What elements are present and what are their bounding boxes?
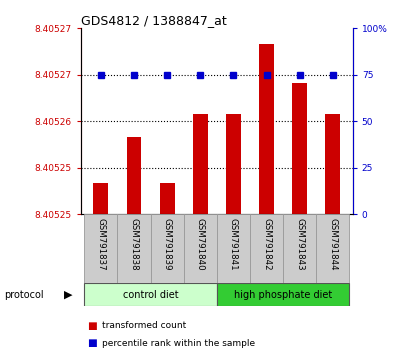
Text: GSM791837: GSM791837: [96, 218, 105, 270]
Bar: [259, 44, 274, 214]
Bar: [283, 214, 316, 283]
Text: protocol: protocol: [4, 290, 44, 300]
Bar: [217, 283, 349, 306]
Bar: [250, 214, 283, 283]
Bar: [325, 114, 340, 214]
Text: GSM791839: GSM791839: [163, 218, 172, 270]
Text: ▶: ▶: [64, 290, 73, 300]
Bar: [226, 114, 241, 214]
Text: high phosphate diet: high phosphate diet: [234, 290, 332, 300]
Bar: [117, 214, 151, 283]
Text: ■: ■: [87, 338, 97, 348]
Text: GSM791844: GSM791844: [328, 218, 337, 270]
Bar: [193, 114, 208, 214]
Text: GSM791841: GSM791841: [229, 218, 238, 270]
Bar: [217, 214, 250, 283]
Text: GSM791842: GSM791842: [262, 218, 271, 270]
Bar: [84, 283, 217, 306]
Bar: [292, 82, 307, 214]
Bar: [84, 214, 117, 283]
Text: transformed count: transformed count: [102, 321, 186, 330]
Text: percentile rank within the sample: percentile rank within the sample: [102, 339, 255, 348]
Text: ■: ■: [87, 321, 97, 331]
Bar: [316, 214, 349, 283]
Bar: [127, 137, 142, 214]
Text: GSM791838: GSM791838: [129, 218, 139, 270]
Text: GSM791840: GSM791840: [196, 218, 205, 270]
Bar: [160, 183, 175, 214]
Text: control diet: control diet: [123, 290, 178, 300]
Bar: [93, 183, 108, 214]
Text: GSM791843: GSM791843: [295, 218, 304, 270]
Bar: [151, 214, 184, 283]
Bar: [184, 214, 217, 283]
Text: GDS4812 / 1388847_at: GDS4812 / 1388847_at: [81, 14, 227, 27]
